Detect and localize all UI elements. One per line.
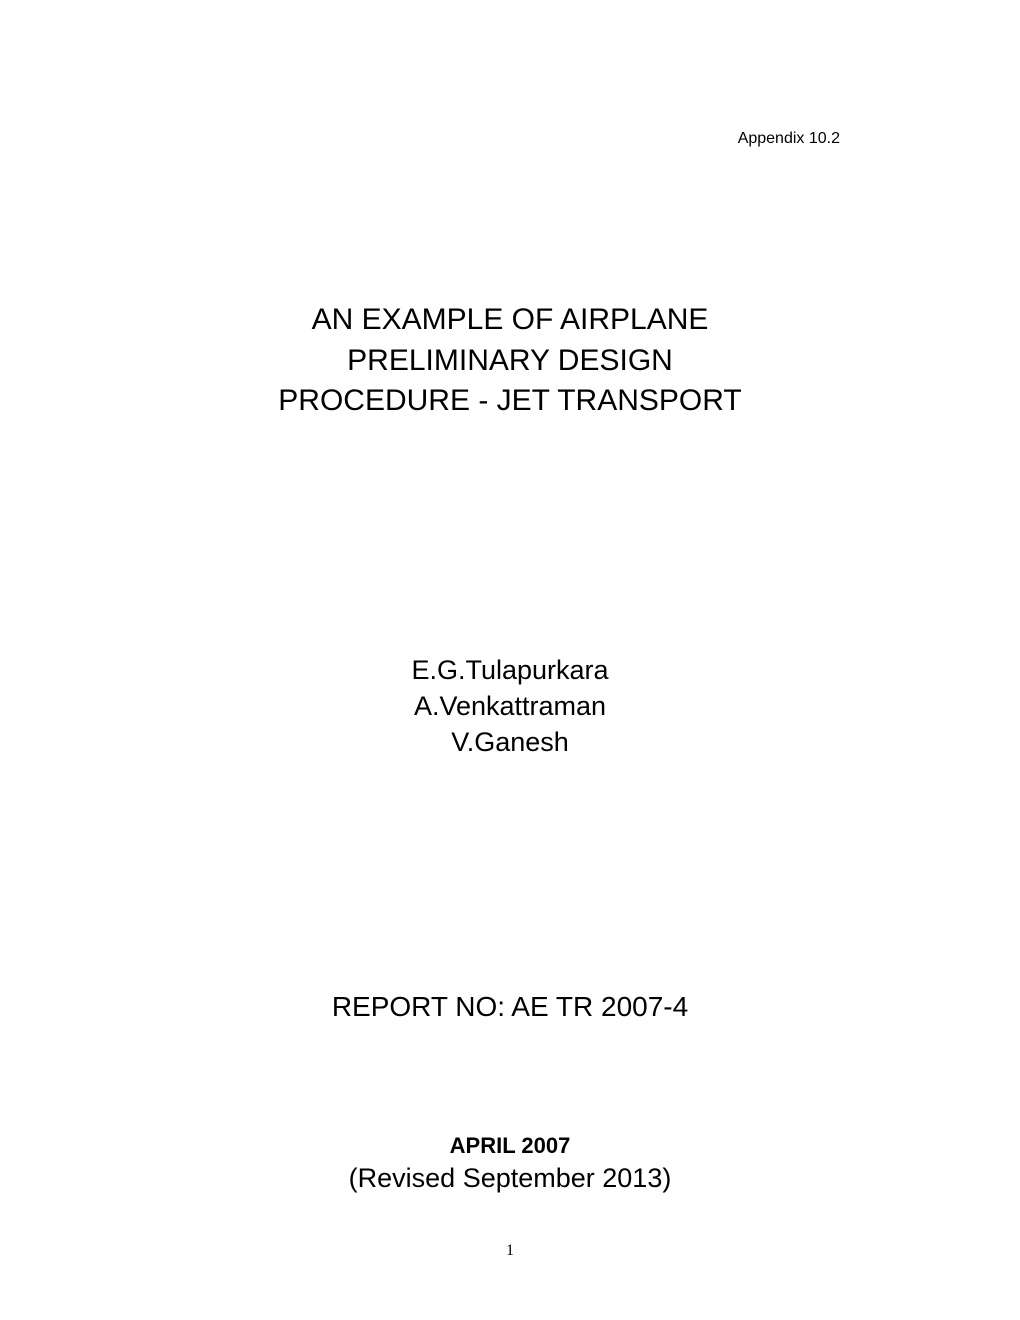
author-1: E.G.Tulapurkara — [150, 652, 870, 688]
appendix-label: Appendix 10.2 — [738, 130, 840, 148]
authors-block: E.G.Tulapurkara A.Venkattraman V.Ganesh — [150, 652, 870, 761]
author-2: A.Venkattraman — [150, 688, 870, 724]
title-line-2: PRELIMINARY DESIGN — [150, 341, 870, 382]
date-label: APRIL 2007 — [150, 1133, 870, 1159]
date-block: APRIL 2007 (Revised September 2013) — [150, 1133, 870, 1194]
document-page: Appendix 10.2 AN EXAMPLE OF AIRPLANE PRE… — [0, 0, 1020, 1320]
author-3: V.Ganesh — [150, 724, 870, 760]
title-line-3: PROCEDURE - JET TRANSPORT — [150, 381, 870, 422]
report-number: REPORT NO: AE TR 2007-4 — [150, 991, 870, 1023]
title-block: AN EXAMPLE OF AIRPLANE PRELIMINARY DESIG… — [150, 300, 870, 422]
title-line-1: AN EXAMPLE OF AIRPLANE — [150, 300, 870, 341]
page-number: 1 — [506, 1242, 514, 1260]
revised-label: (Revised September 2013) — [150, 1163, 870, 1194]
